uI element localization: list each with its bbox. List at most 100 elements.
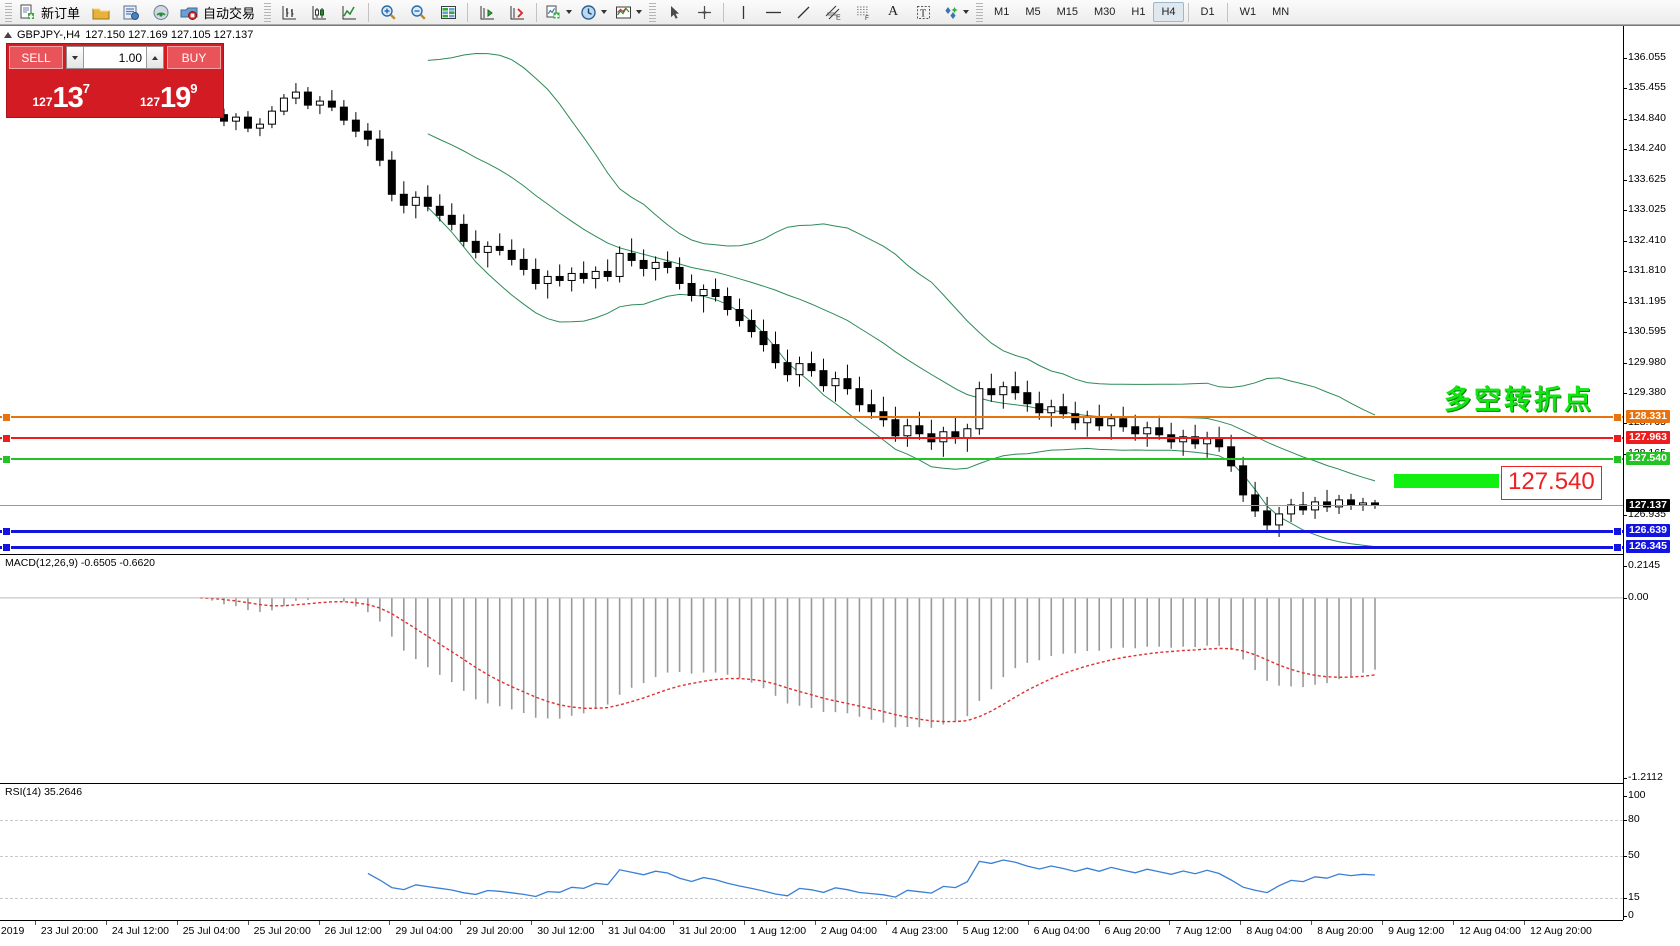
profile-button[interactable] — [116, 0, 146, 24]
hline-button[interactable] — [758, 0, 788, 24]
shapes-button[interactable] — [938, 0, 973, 24]
timeframe-h1[interactable]: H1 — [1131, 6, 1146, 18]
toolbar-grip-2[interactable] — [264, 2, 272, 22]
volume-stepper[interactable]: 1.00 — [66, 46, 164, 69]
price-level-tag: 127.137 — [1626, 499, 1670, 512]
price-level-handle-left[interactable] — [2, 434, 11, 443]
zoom-out-button[interactable] — [403, 0, 433, 24]
new-order-button[interactable]: 新订单 — [15, 0, 86, 24]
indicators-dropdown-caret[interactable] — [566, 10, 573, 14]
price-level-handle[interactable] — [1613, 543, 1622, 552]
buy-button[interactable]: BUY — [167, 46, 221, 69]
equidistant-channel-button[interactable]: E — [818, 0, 848, 24]
candle-body — [1191, 436, 1200, 445]
line-chart-icon — [342, 5, 356, 19]
candle-body — [939, 431, 948, 443]
text-button[interactable]: A — [878, 0, 908, 24]
price-level-handle-left[interactable] — [2, 455, 11, 464]
price-level-handle-left[interactable] — [2, 527, 11, 536]
chart-shift-button[interactable] — [472, 0, 502, 24]
bollinger-upper-band — [427, 52, 1376, 416]
templates-button[interactable] — [611, 0, 646, 24]
price-level-line[interactable] — [0, 505, 1623, 506]
price-level-handle-left[interactable] — [2, 413, 11, 422]
vline-button[interactable] — [728, 0, 758, 24]
price-tick-label: 134.840 — [1628, 112, 1666, 125]
candle-body — [1011, 386, 1020, 394]
volume-decrease-button[interactable] — [67, 47, 84, 68]
line-chart-button[interactable] — [334, 0, 364, 24]
timeframe-separator-6 — [1187, 2, 1189, 22]
candlestick-chart-button[interactable] — [304, 0, 334, 24]
cursor-button[interactable] — [659, 0, 689, 24]
timeframe-m5[interactable]: M5 — [1025, 6, 1041, 18]
timeframe-mn[interactable]: MN — [1272, 6, 1290, 18]
price-level-handle[interactable] — [1613, 413, 1622, 422]
price-level-line[interactable] — [0, 416, 1623, 418]
chart-annotation-text: 多空转折点 — [1444, 385, 1594, 415]
bollinger-lower-band — [427, 206, 1376, 548]
volume-increase-button[interactable] — [146, 47, 163, 68]
bid-price-box[interactable]: 127 13 7 — [9, 71, 114, 113]
candle-body — [411, 196, 420, 206]
bar-chart-button[interactable] — [274, 0, 304, 24]
templates-dropdown-caret[interactable] — [636, 10, 643, 14]
label-button[interactable]: T — [908, 0, 938, 24]
autotrade-button[interactable]: 自动交易 — [176, 0, 261, 24]
price-level-handle[interactable] — [1613, 434, 1622, 443]
price-level-line[interactable] — [0, 458, 1623, 460]
price-level-line[interactable] — [0, 530, 1623, 533]
indicators-button[interactable] — [541, 0, 576, 24]
text-icon: A — [887, 4, 899, 19]
timeframe-w1[interactable]: W1 — [1239, 6, 1257, 18]
price-level-handle-left[interactable] — [2, 543, 11, 552]
timeframe-h4[interactable]: H4 — [1153, 2, 1184, 22]
price-level-handle[interactable] — [1613, 455, 1622, 464]
shapes-dropdown-caret[interactable] — [963, 10, 970, 14]
rsi-level-gridline — [0, 898, 1623, 899]
timeframe-m30[interactable]: M30 — [1094, 6, 1116, 18]
fibonacci-button[interactable]: F — [848, 0, 878, 24]
rsi-level-gridline — [0, 856, 1623, 857]
price-level-line[interactable] — [0, 546, 1623, 549]
toolbar-grip-3[interactable] — [649, 2, 657, 22]
one-click-trade-panel[interactable]: SELL 1.00 BUY 127 13 7 127 19 9 — [6, 43, 224, 118]
trendline-button[interactable] — [788, 0, 818, 24]
timeframe-d1[interactable]: D1 — [1200, 6, 1215, 18]
price-level-line[interactable] — [0, 437, 1623, 439]
price-level-handle[interactable] — [1613, 527, 1622, 536]
toolbar-grip[interactable] — [5, 2, 12, 22]
candle-body — [783, 362, 792, 376]
auto-scroll-button[interactable] — [502, 0, 532, 24]
data-window-button[interactable] — [433, 0, 463, 24]
candle-body — [615, 252, 624, 277]
price-tick — [1623, 362, 1627, 364]
period-dropdown-caret[interactable] — [601, 10, 608, 14]
signal-button[interactable] — [146, 0, 176, 24]
candle-body — [663, 261, 672, 268]
timeframe-m1[interactable]: M1 — [994, 6, 1010, 18]
ask-price-box[interactable]: 127 19 9 — [116, 71, 221, 113]
price-level-tag: 126.345 — [1626, 540, 1670, 553]
zoom-in-button[interactable] — [373, 0, 403, 24]
folder-button[interactable] — [86, 0, 116, 24]
candle-body — [879, 411, 888, 421]
candle-body — [1059, 406, 1068, 415]
time-tick-label: 5 Aug 12:00 — [962, 925, 1019, 937]
period-button[interactable] — [576, 0, 611, 24]
time-tick — [34, 921, 36, 925]
time-tick — [1169, 921, 1171, 925]
price-tick — [1623, 453, 1627, 455]
chart-area[interactable]: GBPJPY-,H4 127.150 127.169 127.105 127.1… — [0, 25, 1680, 946]
price-tick — [1623, 515, 1627, 517]
crosshair-button[interactable] — [689, 0, 719, 24]
price-tick-label: 135.455 — [1628, 81, 1666, 94]
candle-body — [843, 378, 852, 390]
volume-value[interactable]: 1.00 — [118, 50, 142, 65]
toolbar-grip-4[interactable] — [976, 2, 984, 22]
collapse-triangle-icon[interactable] — [4, 32, 12, 38]
time-tick-label: 29 Jul 20:00 — [466, 925, 524, 937]
green-highlight-bar — [1394, 474, 1499, 488]
timeframe-m15[interactable]: M15 — [1056, 6, 1078, 18]
sell-button[interactable]: SELL — [9, 46, 63, 69]
